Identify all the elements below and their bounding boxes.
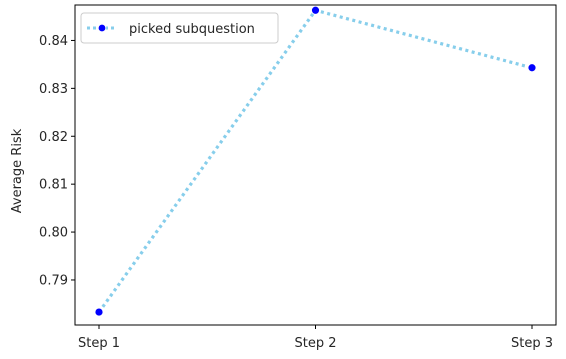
series-line [97, 8, 533, 314]
y-axis-label: Average Risk [10, 128, 25, 213]
x-tick-label: Step 1 [78, 336, 120, 351]
data-point [94, 307, 104, 317]
y-tick-label: 0.82 [39, 130, 68, 145]
x-tick-label: Step 3 [511, 336, 553, 351]
axes-group: 0.79 0.80 0.81 0.82 0.83 0.84 Step 1 Step 2 Step… [39, 4, 557, 351]
data-point [311, 5, 320, 15]
plot-frame [74, 4, 557, 326]
y-tick-label: 0.83 [39, 82, 68, 97]
legend-marker-sample [97, 23, 107, 33]
legend-label: picked subquestion [129, 22, 255, 37]
x-tick-label: Step 2 [294, 336, 336, 351]
legend: picked subquestion [80, 12, 279, 44]
y-tick-label: 0.79 [39, 273, 68, 288]
y-tick-label: 0.81 [39, 178, 68, 193]
y-tick-label: 0.84 [39, 34, 68, 49]
y-tick-label: 0.80 [39, 226, 68, 241]
legend-box [80, 12, 279, 44]
series-group [94, 5, 537, 317]
data-point [527, 63, 537, 73]
